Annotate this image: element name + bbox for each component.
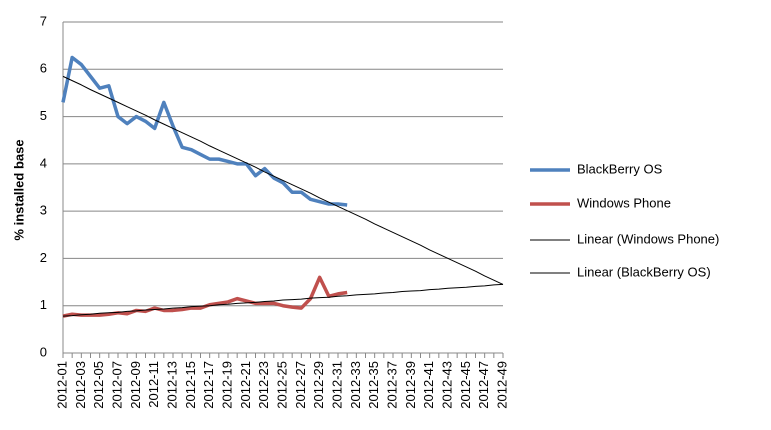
x-tick-label: 2012-25: [274, 361, 289, 409]
y-tick-label: 4: [40, 155, 47, 170]
y-tick-label: 5: [40, 108, 47, 123]
legend-label: Linear (Windows Phone): [577, 231, 719, 246]
x-tick-label: 2012-11: [146, 361, 161, 408]
x-tick-label: 2012-35: [366, 361, 381, 409]
x-tick-label: 2012-17: [201, 361, 216, 409]
x-tick-label: 2012-49: [494, 361, 509, 409]
x-tick-label: 2012-31: [329, 361, 344, 409]
x-tick-label: 2012-27: [293, 361, 308, 409]
x-tick-label: 2012-39: [403, 361, 418, 409]
x-tick-label: 2012-01: [54, 361, 69, 409]
x-tick-label: 2012-23: [256, 361, 271, 409]
y-tick-label: 0: [40, 344, 47, 359]
x-tick-label: 2012-41: [421, 361, 436, 409]
y-tick-label: 2: [40, 250, 47, 265]
y-tick-label: 6: [40, 61, 47, 76]
x-tick-label: 2012-37: [384, 361, 399, 409]
y-axis-label: % installed base: [11, 139, 26, 240]
x-tick-label: 2012-07: [109, 361, 124, 409]
x-tick-label: 2012-09: [128, 361, 143, 409]
y-tick-label: 3: [40, 203, 47, 218]
legend-label: BlackBerry OS: [577, 161, 663, 176]
series-line: [61, 55, 348, 207]
x-tick-label: 2012-15: [183, 361, 198, 409]
x-tick-label: 2012-03: [73, 361, 88, 409]
legend-label: Linear (BlackBerry OS): [577, 264, 711, 279]
x-tick-label: 2012-21: [238, 361, 253, 409]
x-tick-label: 2012-05: [91, 361, 106, 409]
x-tick-label: 2012-19: [219, 361, 234, 409]
series-line: [62, 283, 504, 317]
x-tick-label: 2012-29: [311, 361, 326, 409]
x-tick-label: 2012-47: [476, 361, 491, 409]
x-tick-label: 2012-33: [348, 361, 363, 409]
x-tick-label: 2012-13: [164, 361, 179, 409]
y-tick-label: 7: [40, 13, 47, 28]
series-line: [62, 75, 504, 285]
series-line: [62, 275, 348, 318]
x-tick-label: 2012-43: [439, 361, 454, 409]
x-tick-label: 2012-45: [458, 361, 473, 409]
legend-label: Windows Phone: [577, 195, 671, 210]
y-tick-label: 1: [40, 297, 47, 312]
